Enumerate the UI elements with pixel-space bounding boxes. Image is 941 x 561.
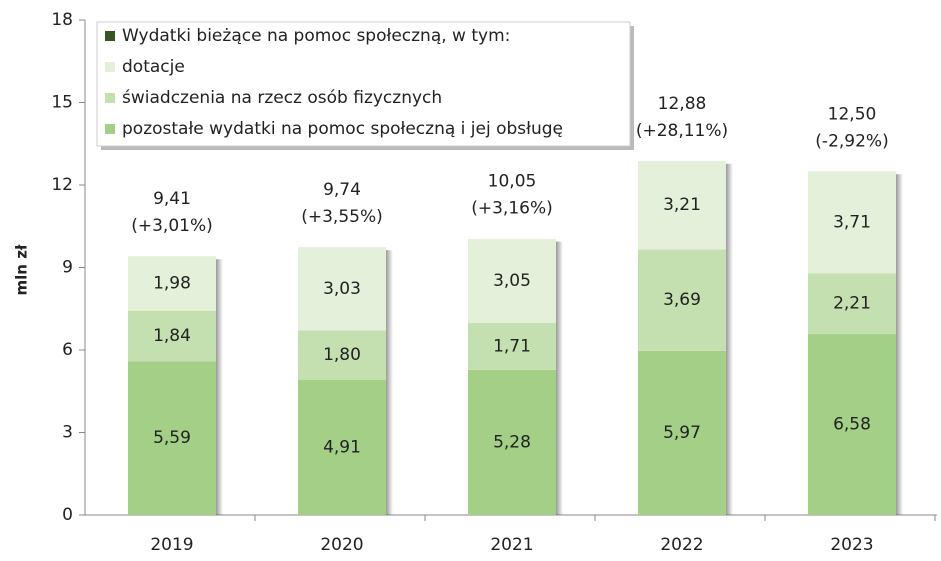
total-label: 9,41 [153,189,191,209]
data-label: 5,28 [493,432,531,452]
legend-swatch [105,124,115,134]
x-tick-label: 2023 [830,535,873,555]
legend-label: pozostałe wydatki na pomoc społeczną i j… [122,119,563,139]
bar-segment [298,247,386,331]
data-label: 3,69 [663,290,701,310]
legend-swatch [105,62,115,72]
legend-box [96,21,631,147]
bar-segment [808,273,896,335]
y-tick-label: 12 [51,175,73,195]
x-tick-label: 2022 [660,535,703,555]
x-tick-label: 2020 [320,535,363,555]
bar-segment [468,322,556,370]
bar-segment [638,249,726,351]
data-label: 1,80 [323,345,361,365]
data-label: 5,97 [663,423,701,443]
legend-swatch [105,31,115,41]
y-tick-label: 0 [62,505,73,525]
y-axis-label: mln zł [13,244,31,295]
change-label: (+3,55%) [301,207,383,227]
bar-segment [128,256,216,311]
bar-segment [808,334,896,515]
change-label: (+3,16%) [471,199,553,219]
bar-segment [808,171,896,274]
x-tick-label: 2021 [490,535,533,555]
data-label: 1,71 [493,336,531,356]
bar-segment [128,361,216,515]
change-label: (+3,01%) [131,216,213,236]
data-label: 3,71 [833,212,871,232]
bar-shadow [896,174,903,515]
data-label: 3,05 [493,271,531,291]
change-label: (-2,92%) [815,131,888,151]
y-tick-label: 3 [62,423,73,443]
data-label: 4,91 [323,437,361,457]
data-label: 1,98 [153,273,191,293]
total-label: 12,50 [828,104,877,124]
bar-segment [298,330,386,380]
legend: Wydatki bieżące na pomoc społeczną, w ty… [96,21,634,150]
bar-shadow [216,259,223,515]
bar-shadow [386,250,393,515]
change-label: (+28,11%) [636,121,728,141]
y-tick-label: 15 [51,93,73,113]
bar-segment [638,161,726,250]
legend-swatch [105,93,115,103]
y-tick-label: 9 [62,258,73,278]
legend-label: świadczenia na rzecz osób fizycznych [122,88,442,108]
bar-segment [128,310,216,362]
bar-shadow [556,241,563,515]
bar-shadow [726,163,733,516]
data-label: 1,84 [153,326,191,346]
total-label: 9,74 [323,180,361,200]
y-tick-label: 6 [62,340,73,360]
bar-segment [298,379,386,515]
x-tick-label: 2019 [150,535,193,555]
legend-label: Wydatki bieżące na pomoc społeczną, w ty… [122,26,510,46]
bar-segment [468,238,556,323]
data-label: 5,59 [153,428,191,448]
data-label: 2,21 [833,294,871,314]
data-label: 3,21 [663,195,701,215]
bar-segment [638,350,726,515]
total-label: 10,05 [488,172,537,192]
data-label: 3,03 [323,279,361,299]
legend-label: dotacje [122,57,185,77]
total-label: 12,88 [658,94,707,114]
data-label: 6,58 [833,415,871,435]
bar-segment [468,369,556,515]
y-tick-label: 18 [51,10,73,30]
